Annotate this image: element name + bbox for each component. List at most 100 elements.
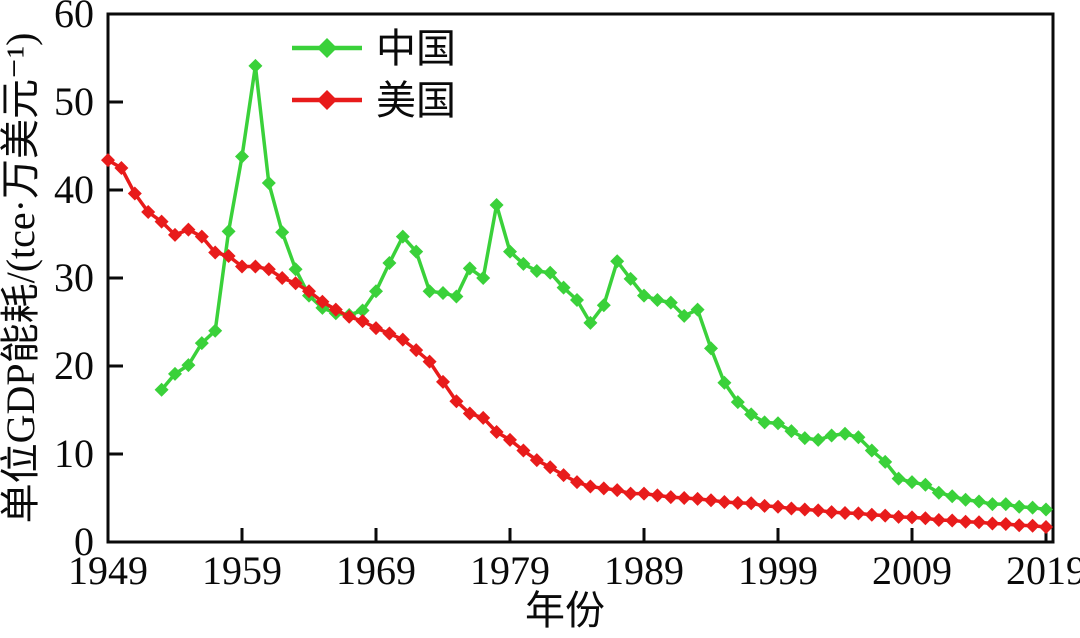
legend-label-usa: 美国 [376,78,456,123]
y-tick-label: 0 [74,519,94,564]
data-point-diamond-icon [529,453,544,468]
data-point-diamond-icon [355,314,370,329]
data-point-diamond-icon [891,471,906,486]
data-point-diamond-icon [838,426,852,441]
data-point-diamond-icon [771,416,785,431]
data-point-diamond-icon [650,293,665,307]
x-tick-label: 2009 [872,548,952,593]
data-point-diamond-icon [583,315,598,330]
data-point-diamond-icon [730,395,745,410]
data-point-diamond-icon [302,284,316,299]
data-point-diamond-icon [462,406,477,421]
data-point-diamond-icon [208,323,223,338]
data-point-diamond-icon [556,280,571,295]
data-point-diamond-icon [931,513,946,527]
data-point-diamond-icon [945,489,960,504]
data-point-diamond-icon [275,271,290,285]
data-point-diamond-icon [489,425,504,439]
data-point-diamond-icon [516,256,531,271]
data-point-diamond-icon [570,475,584,490]
data-point-diamond-icon [985,497,1000,512]
data-point-diamond-icon [1039,502,1053,517]
data-point-diamond-icon [891,509,906,524]
y-tick-label: 20 [54,343,94,388]
data-point-diamond-icon [154,214,169,229]
data-series [101,58,1053,535]
data-point-diamond-icon [529,263,544,278]
data-point-diamond-icon [838,505,852,520]
data-point-diamond-icon [985,516,1000,531]
data-point-diamond-icon [945,513,960,528]
legend-marker-usa-diamond-icon [317,90,337,110]
legend-item-china: 中国 [292,26,456,71]
data-point-diamond-icon [663,295,678,310]
x-tick-label: 1989 [604,548,684,593]
data-point-diamond-icon [382,256,397,271]
y-tick-label: 40 [54,167,94,212]
data-point-diamond-icon [235,259,249,274]
data-point-diamond-icon [784,424,799,439]
data-point-diamond-icon [462,261,477,276]
data-point-diamond-icon [221,249,236,263]
data-point-diamond-icon [637,288,651,303]
data-point-diamond-icon [1025,518,1040,533]
china-series-markers [154,58,1053,517]
data-point-diamond-icon [315,294,330,309]
data-point-diamond-icon [449,289,464,304]
data-point-diamond-icon [998,497,1013,512]
data-point-diamond-icon [1012,518,1027,533]
data-point-diamond-icon [288,262,303,277]
data-point-diamond-icon [114,161,129,175]
data-point-diamond-icon [596,298,611,313]
data-point-diamond-icon [717,375,732,390]
axis-ticks: 1949 1959 1969 1979 1989 1999 2009 2019 0 10 20 30 4… [54,0,1080,593]
data-point-diamond-icon [878,508,893,523]
data-point-diamond-icon [127,186,142,201]
data-point-diamond-icon [610,254,625,269]
data-point-diamond-icon [235,149,249,164]
data-point-diamond-icon [650,488,665,503]
y-tick-label: 60 [54,0,94,36]
data-point-diamond-icon [918,477,933,492]
data-point-diamond-icon [422,284,437,299]
data-point-diamond-icon [690,302,705,317]
data-point-diamond-icon [422,354,437,369]
data-point-diamond-icon [610,483,625,498]
data-point-diamond-icon [503,244,517,259]
data-point-diamond-icon [677,491,692,505]
data-point-diamond-icon [677,308,692,323]
data-point-diamond-icon [998,516,1013,531]
data-point-diamond-icon [194,229,209,244]
data-point-diamond-icon [543,265,558,280]
data-point-diamond-icon [730,495,745,510]
data-point-diamond-icon [851,506,866,521]
data-point-diamond-icon [489,197,504,212]
data-point-diamond-icon [1025,500,1040,515]
data-point-diamond-icon [570,293,584,307]
data-point-diamond-icon [248,259,263,274]
data-point-diamond-icon [583,479,598,494]
data-point-diamond-icon [663,490,678,505]
data-point-diamond-icon [516,443,531,458]
data-point-diamond-icon [476,271,491,285]
data-point-diamond-icon [355,303,370,318]
data-point-diamond-icon [905,510,919,525]
data-point-diamond-icon [168,366,182,381]
data-point-diamond-icon [931,485,946,500]
data-point-diamond-icon [342,309,357,324]
data-point-diamond-icon [596,481,611,496]
legend-item-usa: 美国 [292,78,456,123]
y-axis-title: 单位GDP能耗/(tce·万美元⁻¹) [0,33,43,524]
data-point-diamond-icon [972,515,986,530]
data-point-diamond-icon [878,454,893,469]
data-point-diamond-icon [972,494,986,509]
data-point-diamond-icon [436,374,450,389]
data-point-diamond-icon [181,222,196,237]
data-point-diamond-icon [623,486,638,501]
usa-series-line [106,158,1048,529]
data-point-diamond-icon [704,341,718,356]
x-axis-title: 年份 [525,588,605,633]
data-point-diamond-icon [328,302,343,317]
data-point-diamond-icon [690,491,705,506]
